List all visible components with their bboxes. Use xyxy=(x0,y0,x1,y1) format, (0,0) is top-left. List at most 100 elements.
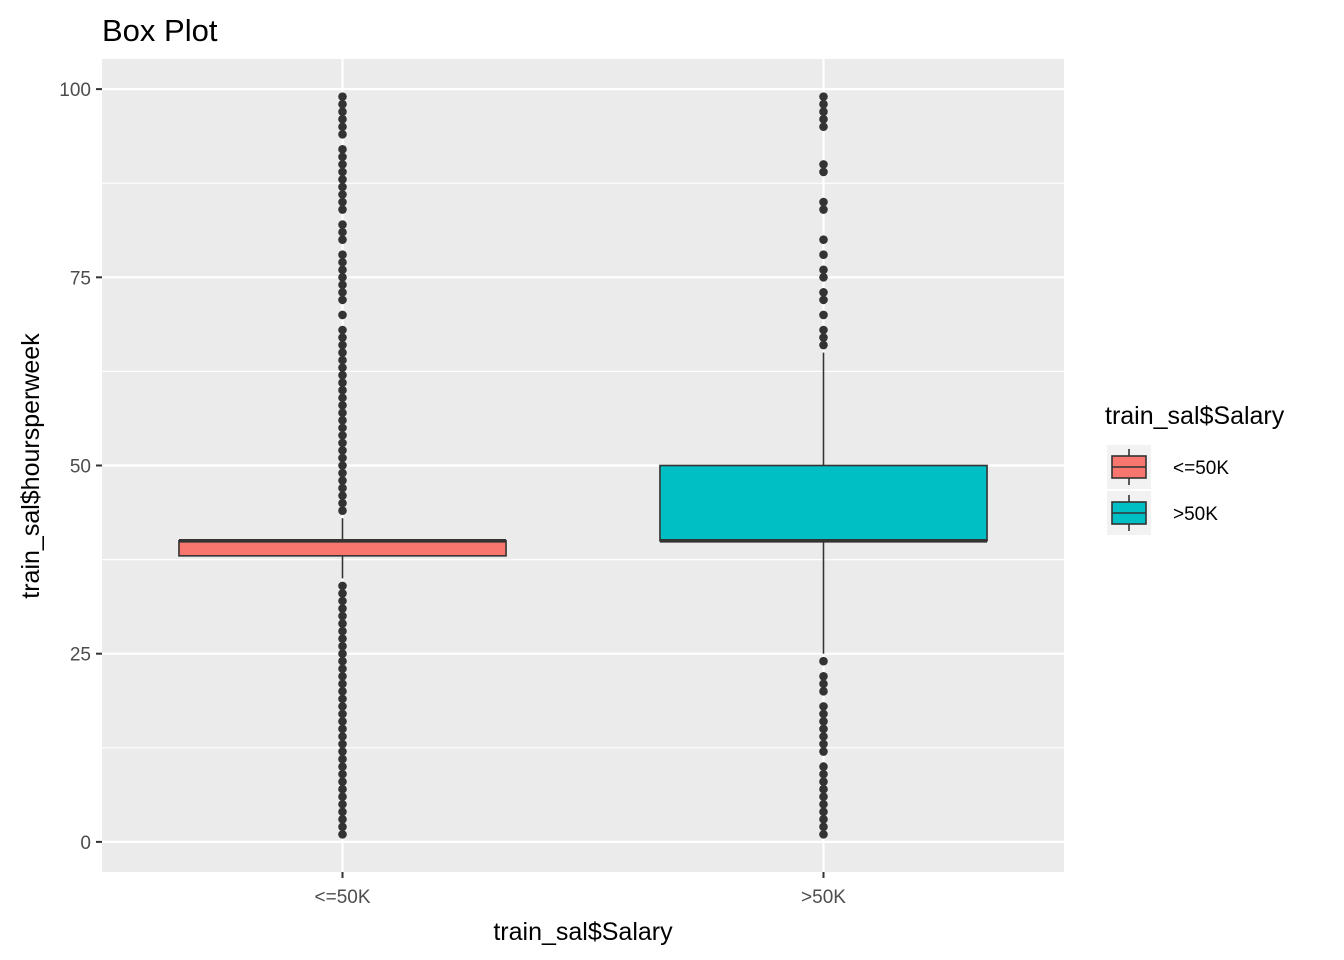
outlier-point xyxy=(338,799,347,809)
outlier-point xyxy=(338,807,347,817)
outlier-point xyxy=(338,265,347,275)
x-tick-label: <=50K xyxy=(315,887,371,908)
chart-title: Box Plot xyxy=(102,13,218,48)
outlier-point xyxy=(338,182,347,192)
outlier-point xyxy=(819,99,828,109)
outlier-point xyxy=(338,822,347,832)
outlier-point xyxy=(338,747,347,756)
box-gt-50k xyxy=(659,92,988,839)
outlier-point xyxy=(338,634,347,643)
outlier-point xyxy=(819,197,828,207)
outlier-point xyxy=(338,656,347,666)
outlier-point xyxy=(338,671,347,681)
outlier-point xyxy=(338,649,347,658)
outlier-point xyxy=(338,257,347,267)
outlier-point xyxy=(819,107,828,116)
outlier-point xyxy=(819,762,828,771)
outlier-point xyxy=(819,687,828,696)
y-tick-label: 75 xyxy=(70,268,91,289)
y-tick-label: 25 xyxy=(70,645,91,666)
outlier-point xyxy=(338,190,347,199)
outlier-point xyxy=(338,197,347,207)
outlier-point xyxy=(338,129,347,139)
outlier-point xyxy=(338,830,347,839)
outlier-point xyxy=(819,739,828,749)
outlier-point xyxy=(819,777,828,786)
outlier-point xyxy=(338,273,347,282)
y-tick-label: 0 xyxy=(80,833,91,854)
y-axis-title: train_sal$hoursperweek xyxy=(17,333,45,599)
outlier-point xyxy=(819,822,828,832)
outlier-point xyxy=(338,235,347,244)
outlier-point xyxy=(338,709,347,719)
outlier-point xyxy=(819,160,828,169)
y-tick-label: 50 xyxy=(70,457,91,478)
outlier-point xyxy=(338,476,347,485)
outlier-point xyxy=(819,656,828,666)
outlier-point xyxy=(338,641,347,651)
outlier-point xyxy=(338,498,347,508)
outlier-point xyxy=(338,491,347,500)
outlier-point xyxy=(338,205,347,214)
outlier-point xyxy=(819,340,828,350)
outlier-point xyxy=(338,333,347,342)
outlier-point xyxy=(338,815,347,824)
box-iqr xyxy=(659,464,988,542)
outlier-point xyxy=(338,378,347,387)
outlier-point xyxy=(338,694,347,704)
outlier-point xyxy=(819,769,828,779)
y-axis-ticks: 0 25 50 75 100 xyxy=(59,80,102,854)
outlier-point xyxy=(819,799,828,809)
outlier-point xyxy=(338,145,347,154)
x-tick-label: >50K xyxy=(801,887,846,908)
outlier-point xyxy=(338,250,347,260)
legend-entry: >50K xyxy=(1107,491,1218,535)
outlier-point xyxy=(338,423,347,433)
outlier-point xyxy=(338,363,347,372)
outlier-point xyxy=(338,724,347,734)
outlier-point xyxy=(338,626,347,636)
x-axis-ticks: <=50K >50K xyxy=(315,872,846,908)
box-iqr xyxy=(178,539,507,557)
minor-gridlines xyxy=(102,182,1064,749)
outlier-point xyxy=(338,280,347,290)
outlier-point xyxy=(819,295,828,305)
outlier-point xyxy=(338,702,347,711)
outlier-point xyxy=(338,754,347,764)
outlier-point xyxy=(338,431,347,440)
legend-label: >50K xyxy=(1173,504,1218,525)
outlier-point xyxy=(819,679,828,689)
outlier-point xyxy=(338,446,347,455)
outlier-point xyxy=(338,114,347,124)
outlier-point xyxy=(338,453,347,463)
box-le-50k xyxy=(178,92,507,839)
outlier-point xyxy=(338,784,347,794)
outlier-point xyxy=(338,739,347,749)
outlier-point xyxy=(819,265,828,275)
outlier-point xyxy=(819,235,828,244)
outlier-point xyxy=(819,747,828,756)
legend-label: <=50K xyxy=(1173,458,1229,479)
outlier-point xyxy=(819,333,828,342)
legend-entry: <=50K xyxy=(1107,445,1229,489)
outlier-point xyxy=(819,92,828,101)
outlier-point xyxy=(338,400,347,410)
outlier-point xyxy=(338,340,347,350)
outlier-point xyxy=(338,769,347,779)
outlier-point xyxy=(338,175,347,184)
outlier-point xyxy=(338,167,347,177)
outlier-point xyxy=(338,348,347,357)
outlier-point xyxy=(338,152,347,162)
outlier-point xyxy=(338,227,347,237)
outlier-point xyxy=(338,408,347,418)
outlier-point xyxy=(338,393,347,403)
outlier-point xyxy=(819,717,828,726)
outlier-point xyxy=(819,702,828,711)
outlier-point xyxy=(338,295,347,305)
outlier-point xyxy=(819,671,828,681)
outlier-point xyxy=(338,325,347,335)
outlier-point xyxy=(338,732,347,741)
outlier-point xyxy=(338,687,347,696)
outlier-point xyxy=(338,762,347,771)
